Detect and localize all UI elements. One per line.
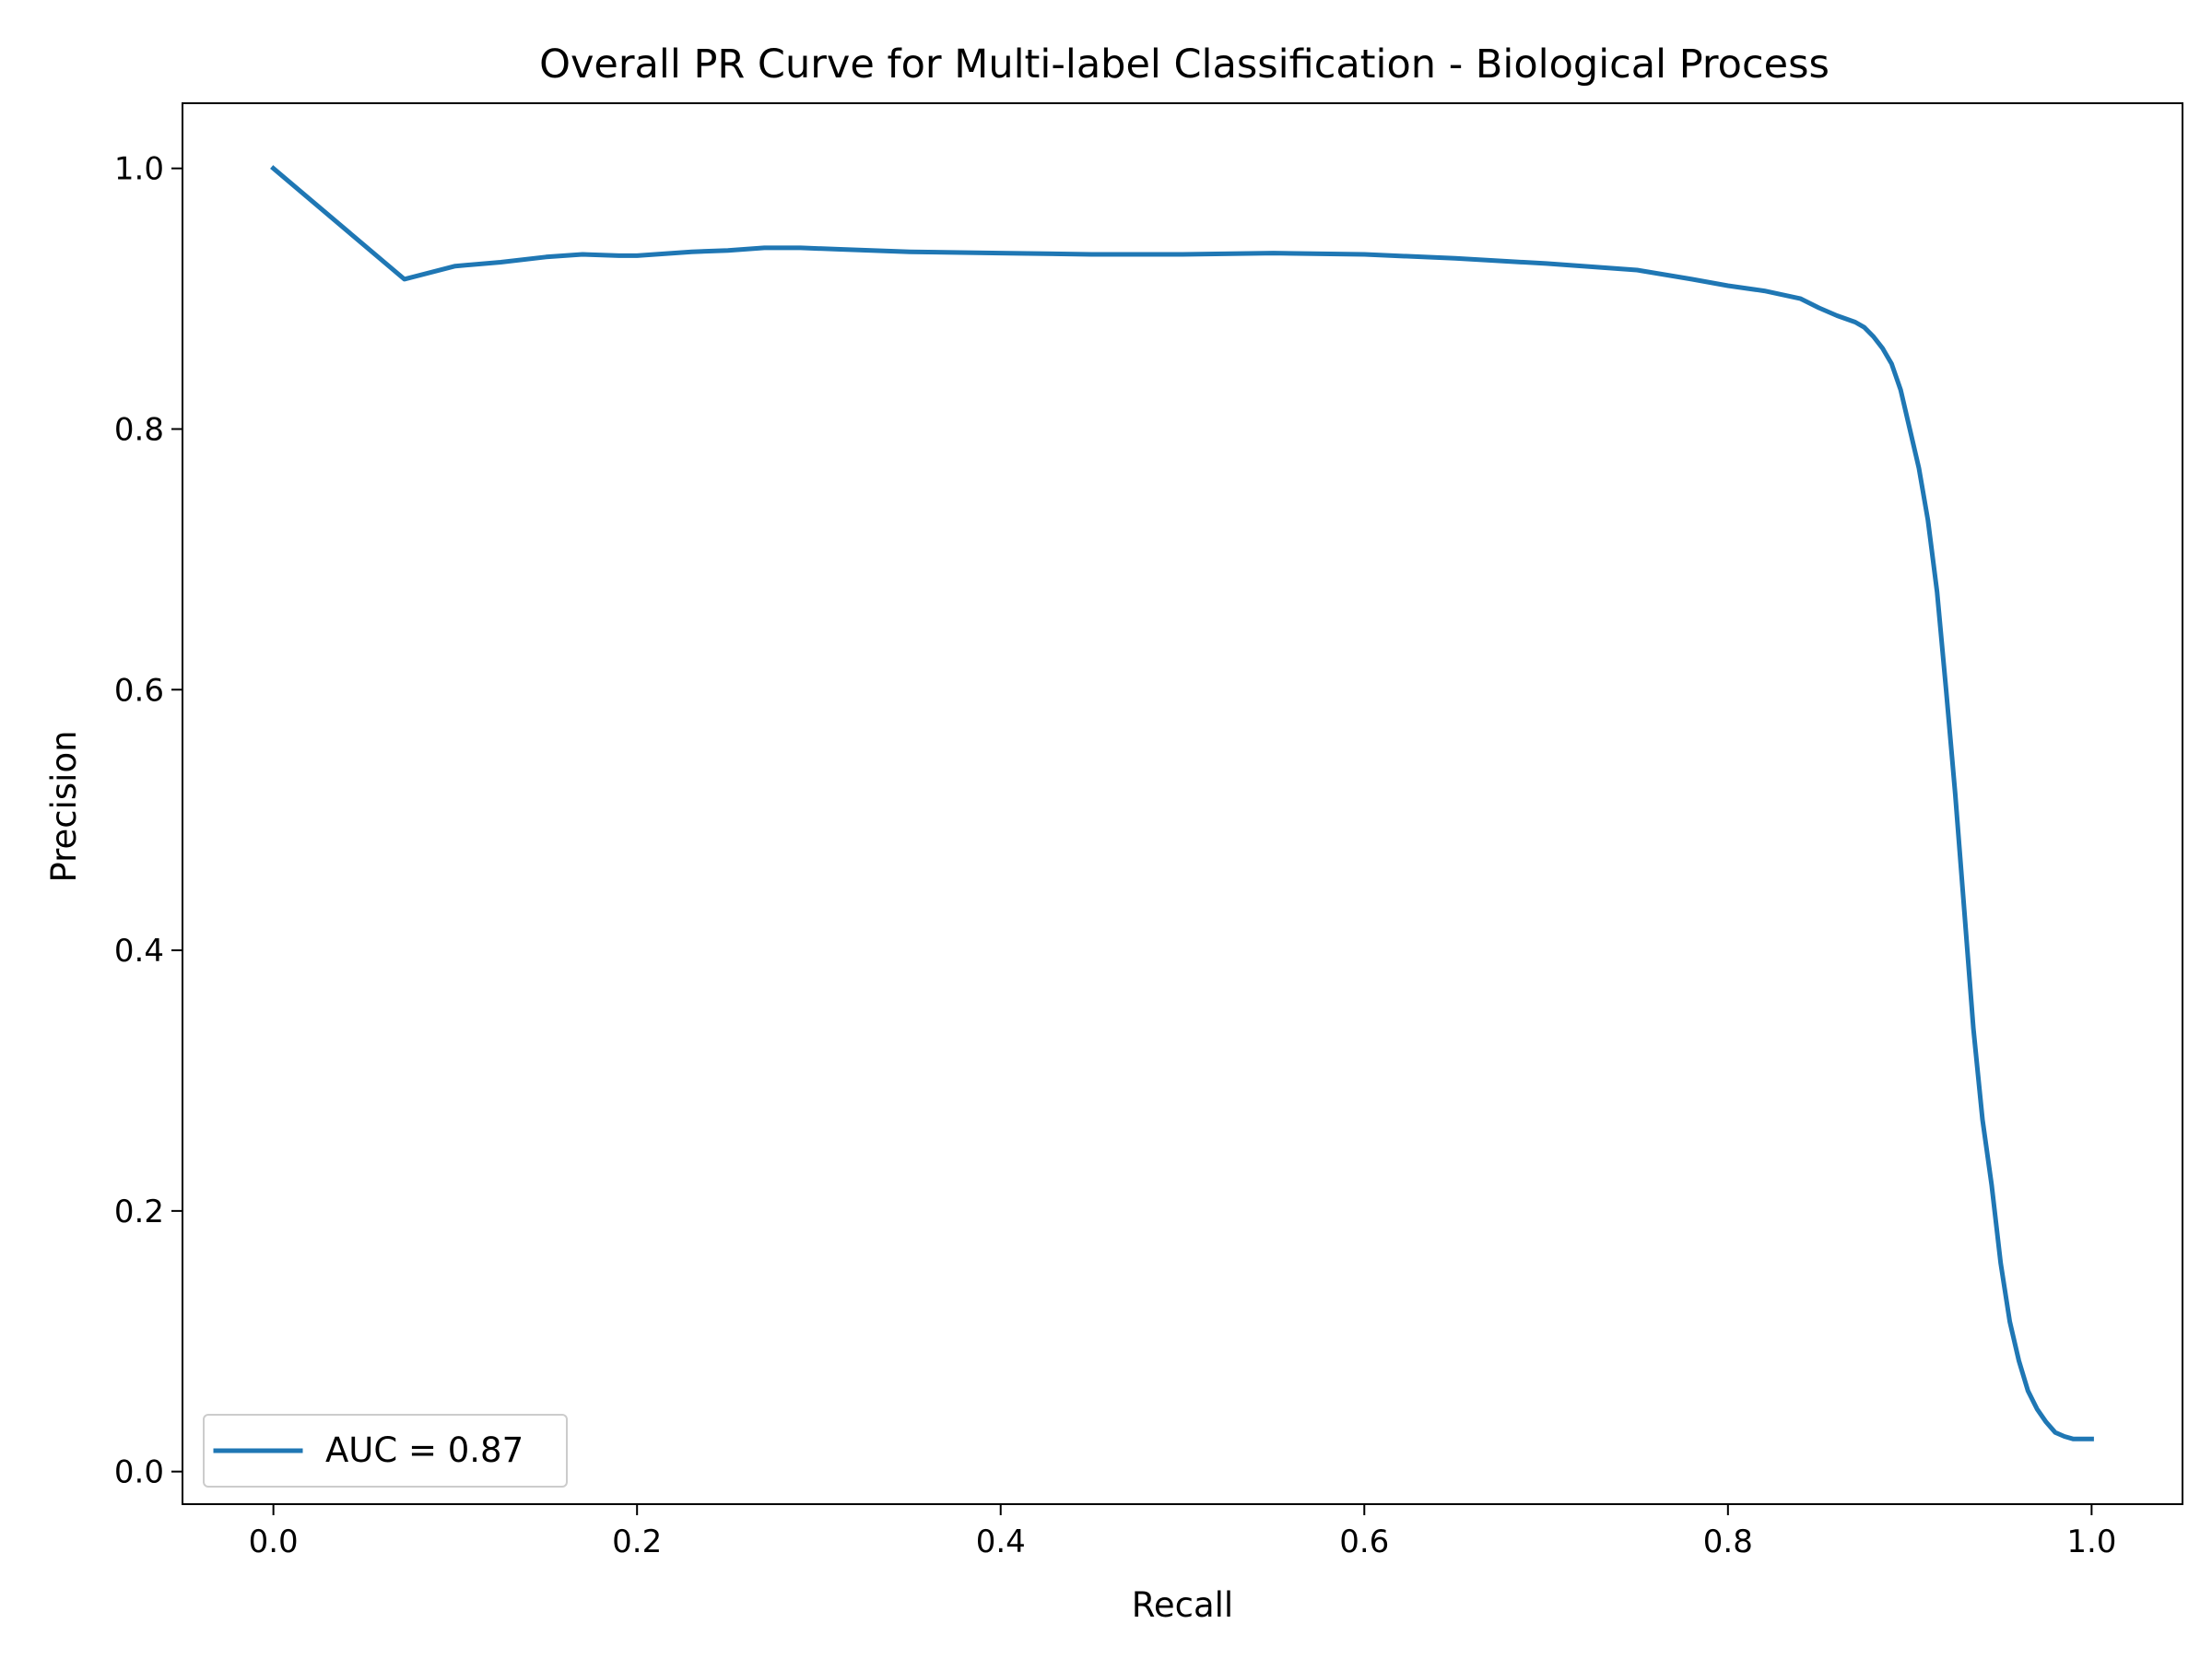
y-axis-label: Precision: [44, 730, 84, 882]
legend-box: [203, 1414, 568, 1488]
series-layer: [270, 165, 2094, 1441]
chart-title: Overall PR Curve for Multi-label Classif…: [539, 41, 1830, 88]
y-tick-label: 0.4: [114, 933, 164, 970]
x-axis-label: Recall: [1132, 1585, 1233, 1625]
plot-background: [182, 103, 2183, 1504]
x-tick-label: 0.6: [1339, 1524, 1389, 1560]
x-axis-ticks: 0.0 0.2 0.4 0.6 0.8 1.0: [249, 1504, 2116, 1560]
y-tick-label: 0.0: [114, 1454, 164, 1491]
y-axis-ticks: 0.0 0.2 0.4 0.6 0.8 1.0: [114, 151, 182, 1491]
y-tick-label: 0.6: [114, 672, 164, 709]
series-line-pr-curve: [270, 165, 2094, 1441]
legend: AUC = 0.87: [203, 1414, 568, 1488]
x-tick-label: 0.2: [612, 1524, 662, 1560]
y-tick-label: 0.8: [114, 411, 164, 448]
x-tick-label: 0.8: [1703, 1524, 1753, 1560]
plot-area: 0.0 0.2 0.4 0.6 0.8 1.0 0.0 0.2 0.4 0.6 0.8 1.0: [114, 102, 2183, 1560]
y-tick-label: 0.2: [114, 1194, 164, 1230]
x-tick-label: 0.4: [976, 1524, 1026, 1560]
y-tick-label: 1.0: [114, 151, 164, 188]
legend-entry-label: AUC = 0.87: [325, 1430, 524, 1470]
x-tick-label: 1.0: [2066, 1524, 2116, 1560]
x-tick-label: 0.0: [249, 1524, 299, 1560]
plot-frame: [182, 102, 2183, 1505]
